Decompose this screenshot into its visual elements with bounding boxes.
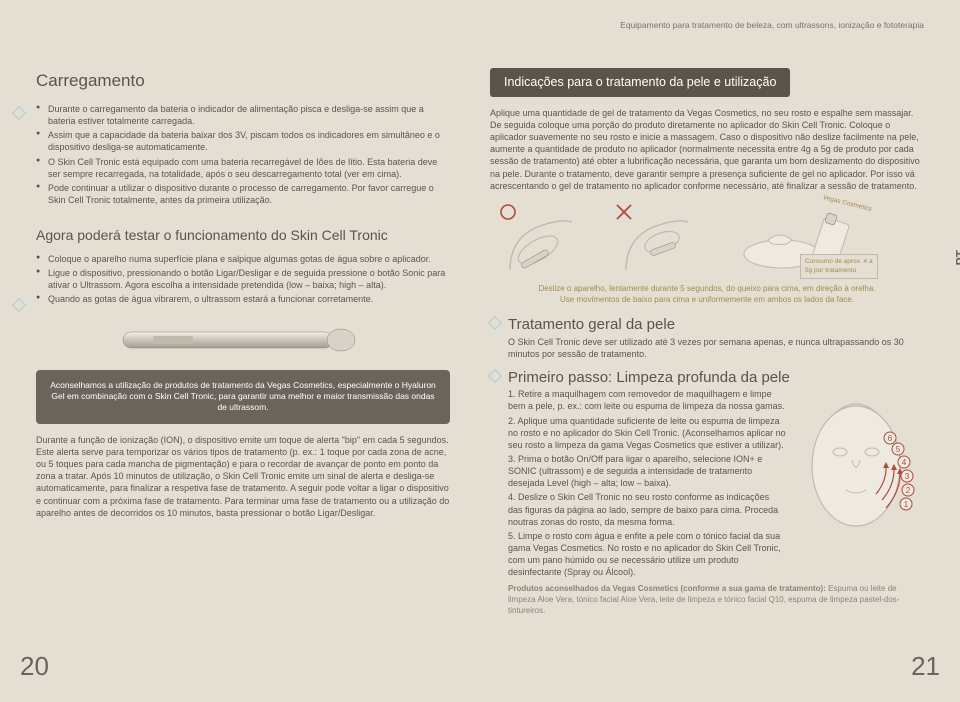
list-item: Ligue o dispositivo, pressionando o botã… xyxy=(36,267,450,291)
tip-box: Aconselhamos a utilização de produtos de… xyxy=(36,370,450,424)
list-item: Assim que a capacidade da bateria baixar… xyxy=(36,129,450,153)
header-bar: Indicações para o tratamento da pele e u… xyxy=(490,68,790,97)
top-caption: Equipamento para tratamento de beleza, c… xyxy=(620,20,924,31)
paragraph-ion: Durante a função de ionização (ION), o d… xyxy=(36,434,450,519)
paragraph-apply: Aplique uma quantidade de gel de tratame… xyxy=(490,107,924,192)
margin-diamond xyxy=(12,106,26,120)
figure-row: Vegas Cosmetics Consumo de aprox. 4 a 5g… xyxy=(490,200,924,280)
consumption-note: Consumo de aprox. 4 a 5g por tratamento xyxy=(800,254,878,280)
heading-carregamento: Carregamento xyxy=(36,70,450,93)
bullets-test: Coloque o aparelho numa superfície plana… xyxy=(36,253,450,306)
list-item: O Skin Cell Tronic está equipado com uma… xyxy=(36,156,450,180)
face-diagram: 1 2 3 4 5 6 xyxy=(794,388,924,556)
products-note: Produtos aconselhados da Vegas Cosmetics… xyxy=(508,584,924,616)
heading-test: Agora poderá testar o funcionamento do S… xyxy=(36,226,450,245)
figure-correct xyxy=(490,200,580,280)
section-row-step1: Primeiro passo: Limpeza profunda da pele xyxy=(490,368,924,388)
products-label: Produtos aconselhados da Vegas Cosmetics… xyxy=(508,584,826,593)
device-illustration xyxy=(36,316,450,364)
figure-wrong xyxy=(606,200,696,280)
page-left: Carregamento Durante o carregamento da b… xyxy=(0,0,470,702)
list-item: Pode continuar a utilizar o dispositivo … xyxy=(36,182,450,206)
list-item: Quando as gotas de água vibrarem, o ultr… xyxy=(36,293,450,305)
figure-caption: Deslize o aparelho, lentamente durante 5… xyxy=(537,284,877,306)
svg-text:1: 1 xyxy=(904,500,909,509)
diamond-icon xyxy=(488,316,502,330)
page-number-left: 20 xyxy=(20,649,49,684)
spread: Carregamento Durante o carregamento da b… xyxy=(0,0,960,702)
diamond-icon xyxy=(488,369,502,383)
heading-step1: Primeiro passo: Limpeza profunda da pele xyxy=(508,368,790,388)
svg-text:5: 5 xyxy=(896,445,901,454)
section-row-general: Tratamento geral da pele xyxy=(490,315,924,335)
bullets-charging: Durante o carregamento da bateria o indi… xyxy=(36,103,450,206)
page-right: Equipamento para tratamento de beleza, c… xyxy=(470,0,960,702)
svg-text:3: 3 xyxy=(905,472,910,481)
svg-text:2: 2 xyxy=(906,486,911,495)
heading-general: Tratamento geral da pele xyxy=(508,315,675,335)
svg-text:4: 4 xyxy=(902,458,907,467)
paragraph-general: O Skin Cell Tronic deve ser utilizado at… xyxy=(508,336,924,360)
margin-diamond xyxy=(12,298,26,312)
list-item: Durante o carregamento da bateria o indi… xyxy=(36,103,450,127)
svg-text:6: 6 xyxy=(888,434,893,443)
page-number-right: 21 xyxy=(911,649,940,684)
list-item: Coloque o aparelho numa superfície plana… xyxy=(36,253,450,265)
